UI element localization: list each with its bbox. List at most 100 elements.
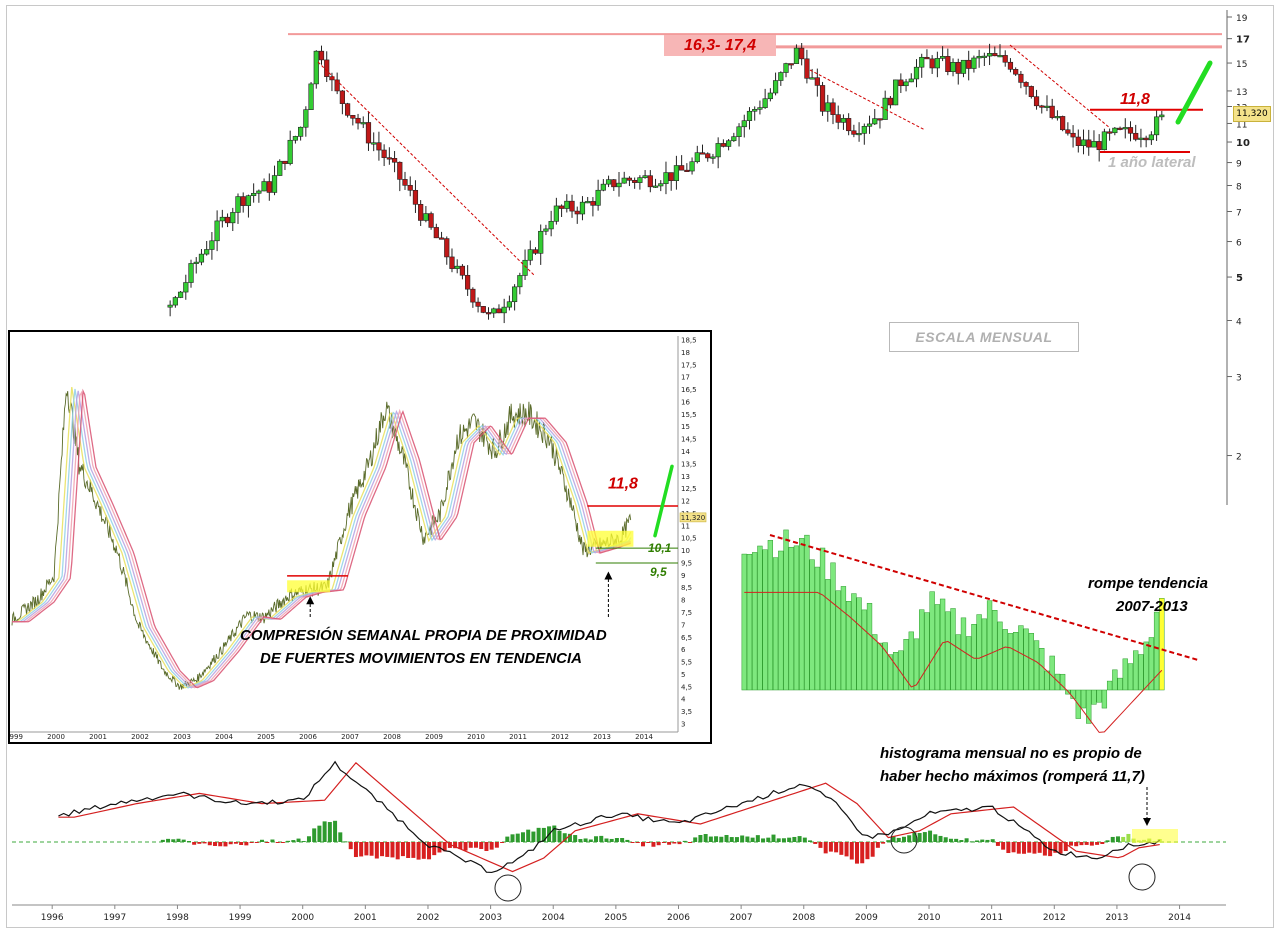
macd-pointer-arrowhead (1143, 818, 1151, 826)
histogram-bar (966, 636, 972, 691)
macd-histogram-bar (254, 842, 259, 843)
macd-histogram-bar (1084, 842, 1089, 845)
candle-body (992, 53, 998, 57)
macd-histogram-bar (907, 835, 912, 842)
candle-body (913, 66, 920, 80)
histogram-bar (1122, 658, 1128, 691)
macd-histogram-bar (828, 842, 833, 852)
candle-body (1153, 116, 1160, 136)
macd-histogram-bar (463, 842, 468, 851)
inset-price-tick: 17,5 (681, 361, 697, 369)
macd-histogram-bar (823, 842, 828, 854)
candle-body (673, 165, 680, 181)
inset-compression-2006 (287, 580, 331, 593)
inset-price-tick: 10,5 (681, 535, 697, 543)
macd-histogram-bar (630, 842, 635, 843)
candle-body (407, 185, 413, 191)
candle-body (318, 50, 325, 61)
macd-histogram-bar (985, 839, 990, 842)
macd-histogram-bar (192, 842, 197, 845)
candle-body (981, 55, 987, 58)
inset-year-label: 2001 (89, 733, 107, 741)
inset-year-label: 2012 (551, 733, 569, 741)
macd-histogram-bar (891, 836, 896, 842)
macd-histogram-bar (849, 842, 854, 860)
macd-histogram-bar (1121, 836, 1126, 842)
candle-body (512, 286, 518, 303)
inset-annotation-2: DE FUERTES MOVIMIENTOS EN TENDENCIA (260, 650, 582, 667)
macd-histogram-bar (526, 829, 531, 842)
candle-body (887, 97, 894, 106)
candle-body (266, 181, 272, 193)
macd-histogram-bar (808, 840, 813, 842)
macd-histogram-bar (301, 841, 306, 843)
candle-body (167, 304, 173, 308)
inset-price-tick: 13,5 (681, 460, 697, 468)
macd-histogram-bar (489, 842, 494, 850)
histogram-bar (976, 614, 982, 691)
macd-histogram-bar (995, 842, 1000, 846)
inset-price-tick: 17 (681, 374, 690, 382)
year-label: 2010 (918, 913, 941, 923)
year-label: 2006 (667, 913, 690, 923)
inset-breakout-arrow (653, 464, 674, 538)
histogram-bar (945, 611, 951, 691)
inset-year-label: 2013 (593, 733, 611, 741)
macd-histogram-bar (1110, 836, 1115, 842)
candle-body (611, 179, 617, 188)
candle-body (757, 107, 763, 110)
macd-histogram-bar (562, 833, 567, 842)
inset-price-tick: 5 (681, 671, 685, 679)
candle-body (626, 177, 633, 181)
inset-price-tick: 3 (681, 721, 685, 729)
weekly-inset-chart: 18,5 18 17,5 17 16,5 16 15,5 15 14,5 14 13,5 13 12,5… (8, 330, 712, 744)
candle-body (694, 152, 700, 163)
inset-price-tick: 12 (681, 498, 690, 506)
histogram-bar (903, 639, 909, 691)
candle-body (647, 175, 653, 188)
candle-body (1117, 127, 1123, 130)
candle-body (261, 181, 267, 192)
candle-body (632, 180, 638, 183)
macd-histogram-bar (1115, 836, 1120, 842)
candle-body (705, 153, 711, 159)
candle-body (856, 133, 862, 136)
macd-histogram-bar (395, 842, 400, 860)
candle-body (861, 126, 867, 134)
candle-body (177, 291, 184, 298)
histogram-bar (1023, 628, 1029, 691)
inset-price-tick: 10 (681, 547, 690, 555)
macd-histogram-bar (860, 842, 865, 864)
candle-body (271, 175, 278, 193)
histogram-bar (1086, 689, 1092, 724)
inset-moving-average (12, 388, 631, 689)
histogram-bar (882, 642, 888, 691)
candle-body (1044, 105, 1050, 108)
inset-weekly-price (11, 391, 632, 690)
price-tick-label: 10 (1236, 138, 1250, 149)
price-tick-label: 7 (1236, 209, 1242, 219)
macd-signal-line (58, 761, 1160, 873)
macd-histogram-bar (280, 842, 285, 843)
macd-histogram-bar (855, 842, 859, 864)
macd-histogram-bar (1042, 842, 1047, 856)
histogram-bar (793, 545, 800, 691)
inset-year-label: 2005 (257, 733, 275, 741)
macd-histogram-bar (1089, 842, 1094, 846)
inset-price-tick: 4 (681, 696, 686, 704)
macd-histogram-bar (343, 841, 348, 843)
candle-body (308, 83, 314, 110)
candle-body (183, 282, 189, 293)
macd-histogram-bar (614, 838, 619, 842)
histogram-bar (1091, 689, 1097, 705)
year-label: 2008 (792, 913, 815, 923)
candle-body (1013, 69, 1019, 75)
candle-body (997, 55, 1003, 58)
histogram-bar (819, 547, 826, 691)
macd-histogram-bar (604, 838, 609, 842)
macd-histogram-bar (505, 836, 510, 842)
candle-body (298, 126, 304, 137)
candle-body (454, 265, 460, 269)
year-label: 2013 (1105, 913, 1128, 923)
macd-histogram-bar (734, 837, 739, 842)
